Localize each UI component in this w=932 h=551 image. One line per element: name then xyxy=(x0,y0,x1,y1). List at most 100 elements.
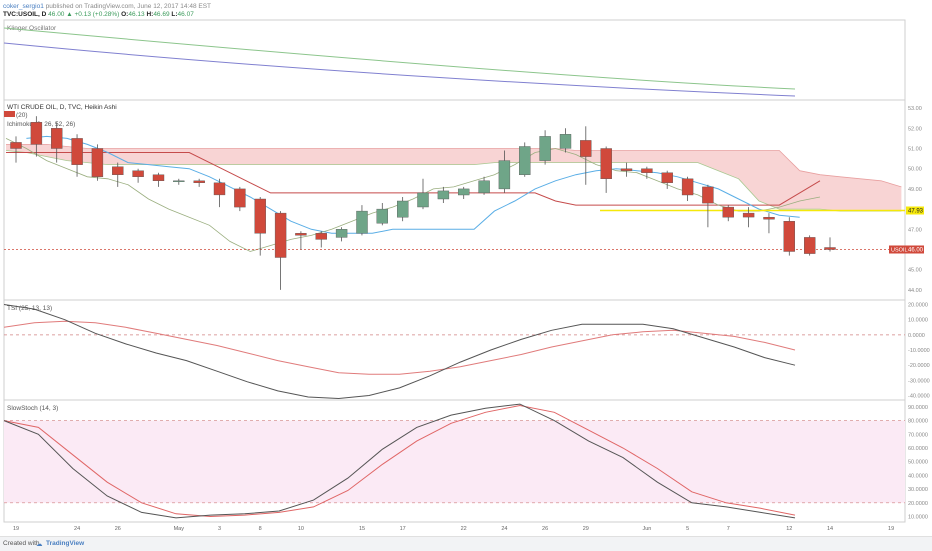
klinger-line-a xyxy=(3,27,796,90)
price-tick-label: 45.00 xyxy=(908,268,922,274)
candle-body xyxy=(824,247,836,250)
published-text: published on TradingView.com, June 12, 2… xyxy=(43,3,212,10)
created-with-text: Created with xyxy=(3,540,40,547)
time-tick-label: 22 xyxy=(461,526,467,532)
candle-body xyxy=(356,210,368,234)
stoch-tick-label: 70.0000 xyxy=(908,432,928,438)
candle-body xyxy=(254,198,266,234)
high-value: 46.69 xyxy=(153,11,170,18)
last-price-symbol: USOIL xyxy=(891,247,908,253)
candle-body xyxy=(742,212,755,218)
price-tick-label: 47.00 xyxy=(908,227,922,233)
candle-body xyxy=(234,188,246,208)
stoch-tick-label: 50.0000 xyxy=(908,460,928,466)
tsi-tick-label: 0.0000 xyxy=(908,333,925,339)
time-tick-label: May xyxy=(174,526,185,532)
time-tick-label: 15 xyxy=(359,526,365,532)
time-tick-label: 26 xyxy=(542,526,548,532)
price-tick-label: 50.00 xyxy=(908,167,922,173)
candle-body xyxy=(620,168,633,171)
candle-body xyxy=(10,142,22,149)
time-tick-label: 24 xyxy=(74,526,80,532)
stoch-tick-label: 10.0000 xyxy=(908,515,928,521)
last-price-label-bg xyxy=(889,245,924,254)
cloud-upper-line xyxy=(6,144,902,188)
stoch-tick-label: 90.0000 xyxy=(908,405,928,411)
candle-body xyxy=(376,208,388,224)
stoch-scale: 90.0000 80.0000 70.0000 60.0000 50.0000 40.00… xyxy=(908,405,928,521)
candle-body xyxy=(458,188,470,196)
chart-canvas[interactable]: Klinger Oscillator WTI CRUDE OIL, D, TVC… xyxy=(0,0,932,536)
time-tick-label: 14 xyxy=(827,526,833,532)
price-title: WTI CRUDE OIL, D, TVC, Heikin Ashi xyxy=(7,104,117,111)
candle-body xyxy=(722,206,734,218)
footer-bar: Created with ☁ TradingView xyxy=(0,536,932,551)
candle-body xyxy=(417,192,429,208)
stoch-band xyxy=(4,420,905,503)
price-change: ▲ +0.13 (+0.28%) xyxy=(66,11,120,18)
stoch-k-line xyxy=(3,403,796,519)
kijun-line xyxy=(6,152,821,206)
symbol-line: TVC:USOIL, D 46.00 ▲ +0.13 (+0.28%) O:46… xyxy=(3,11,194,18)
tsi-signal-line xyxy=(3,320,796,375)
klinger-title: Klinger Oscillator xyxy=(7,25,57,32)
candle-body xyxy=(539,136,551,161)
cloud-lower-line xyxy=(5,150,902,212)
price-pane: WTI CRUDE OIL, D, TVC, Heikin Ashi (20) … xyxy=(4,104,924,294)
candle-body xyxy=(91,148,104,177)
author-link[interactable]: coker_sergio1 xyxy=(3,3,44,10)
price-scale: 53.0052.0051.0050.0049.0048.0047.0046.00… xyxy=(908,106,922,294)
tsi-line xyxy=(3,304,796,400)
candle-body xyxy=(30,121,43,145)
candle-body xyxy=(397,200,409,218)
candle-body xyxy=(519,146,531,175)
time-tick-label: 19 xyxy=(888,526,894,532)
candle-body xyxy=(315,233,327,240)
stoch-tick-label: 40.0000 xyxy=(908,473,928,479)
symbol-name: TVC:USOIL, D xyxy=(3,11,47,18)
candle-body xyxy=(71,138,83,165)
time-tick-label: 12 xyxy=(786,526,792,532)
candle-body xyxy=(478,180,490,194)
price-tick-label: 49.00 xyxy=(908,187,922,193)
candle-body xyxy=(559,134,572,149)
candle-body xyxy=(783,220,795,252)
time-tick-label: 29 xyxy=(583,526,589,532)
time-tick-label: 8 xyxy=(259,526,262,532)
candle-body xyxy=(193,180,205,184)
candle-body xyxy=(702,186,714,204)
tradingview-logo-icon: ☁ xyxy=(36,541,43,548)
tsi-pane: TSI (25, 13, 13) 20.000010.00000.0000-10… xyxy=(3,303,930,400)
klinger-pane: Klinger Oscillator xyxy=(3,25,796,97)
tsi-tick-label: -30.0000 xyxy=(908,378,930,384)
candle-body xyxy=(112,166,124,175)
candle-body xyxy=(763,216,775,220)
price-tick-label: 53.00 xyxy=(908,106,922,112)
candle-body xyxy=(600,148,612,179)
stoch-tick-label: 60.0000 xyxy=(908,446,928,452)
candle-body xyxy=(132,170,144,177)
candles xyxy=(10,116,836,290)
time-tick-label: Jun xyxy=(642,526,651,532)
candle-body xyxy=(661,172,673,183)
tsi-tick-label: -10.0000 xyxy=(908,348,930,354)
publisher-line: coker_sergio1 published on TradingView.c… xyxy=(3,3,211,10)
candle-body xyxy=(152,174,165,181)
open-label: O: xyxy=(121,11,129,18)
low-label: L: xyxy=(171,11,178,18)
high-label: H: xyxy=(146,11,154,18)
price-tick-label: 52.00 xyxy=(908,126,922,132)
candle-body xyxy=(335,229,348,238)
tsi-tick-label: 20.0000 xyxy=(908,303,928,309)
candle-body xyxy=(580,140,592,157)
candle-body xyxy=(804,237,816,254)
time-tick-label: 7 xyxy=(727,526,730,532)
stoch-title: SlowStoch (14, 3) xyxy=(7,405,58,412)
time-tick-label: 3 xyxy=(218,526,221,532)
klinger-line-b xyxy=(3,42,796,97)
tradingview-logo-text[interactable]: TradingView xyxy=(46,540,85,547)
time-tick-label: 17 xyxy=(400,526,406,532)
tsi-tick-label: 10.0000 xyxy=(908,318,928,324)
last-price-value: 46.00 xyxy=(908,247,924,253)
